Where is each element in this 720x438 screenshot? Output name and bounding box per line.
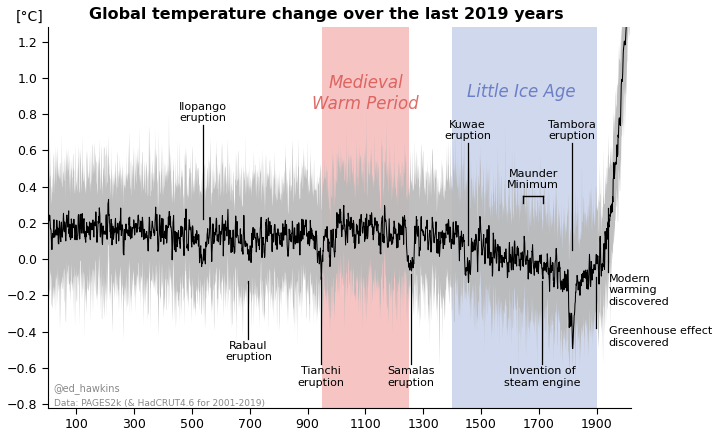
Text: Maunder
Minimum: Maunder Minimum (507, 169, 559, 190)
Text: Invention of
steam engine: Invention of steam engine (504, 366, 580, 388)
Text: Greenhouse effect
discovered: Greenhouse effect discovered (609, 326, 712, 348)
Text: Ilopango
eruption: Ilopango eruption (179, 102, 228, 123)
Text: Global temperature change over the last 2019 years: Global temperature change over the last … (89, 7, 563, 22)
Text: Samalas
eruption: Samalas eruption (387, 366, 435, 388)
Text: Little Ice Age: Little Ice Age (467, 83, 576, 102)
Text: Tambora
eruption: Tambora eruption (548, 120, 596, 141)
Text: Modern
warming
discovered: Modern warming discovered (609, 274, 670, 307)
Bar (322, 27, 409, 408)
Text: Kuwae
eruption: Kuwae eruption (444, 120, 491, 141)
Text: Medieval
Warm Period: Medieval Warm Period (312, 74, 419, 113)
Text: [°C]: [°C] (16, 10, 43, 24)
Text: @ed_hawkins: @ed_hawkins (54, 383, 120, 394)
Text: Rabaul
eruption: Rabaul eruption (225, 341, 272, 362)
Text: Data: PAGES2k (& HadCRUT4.6 for 2001-2019): Data: PAGES2k (& HadCRUT4.6 for 2001-201… (54, 399, 265, 408)
Text: Tianchi
eruption: Tianchi eruption (297, 366, 344, 388)
Bar (452, 27, 597, 408)
